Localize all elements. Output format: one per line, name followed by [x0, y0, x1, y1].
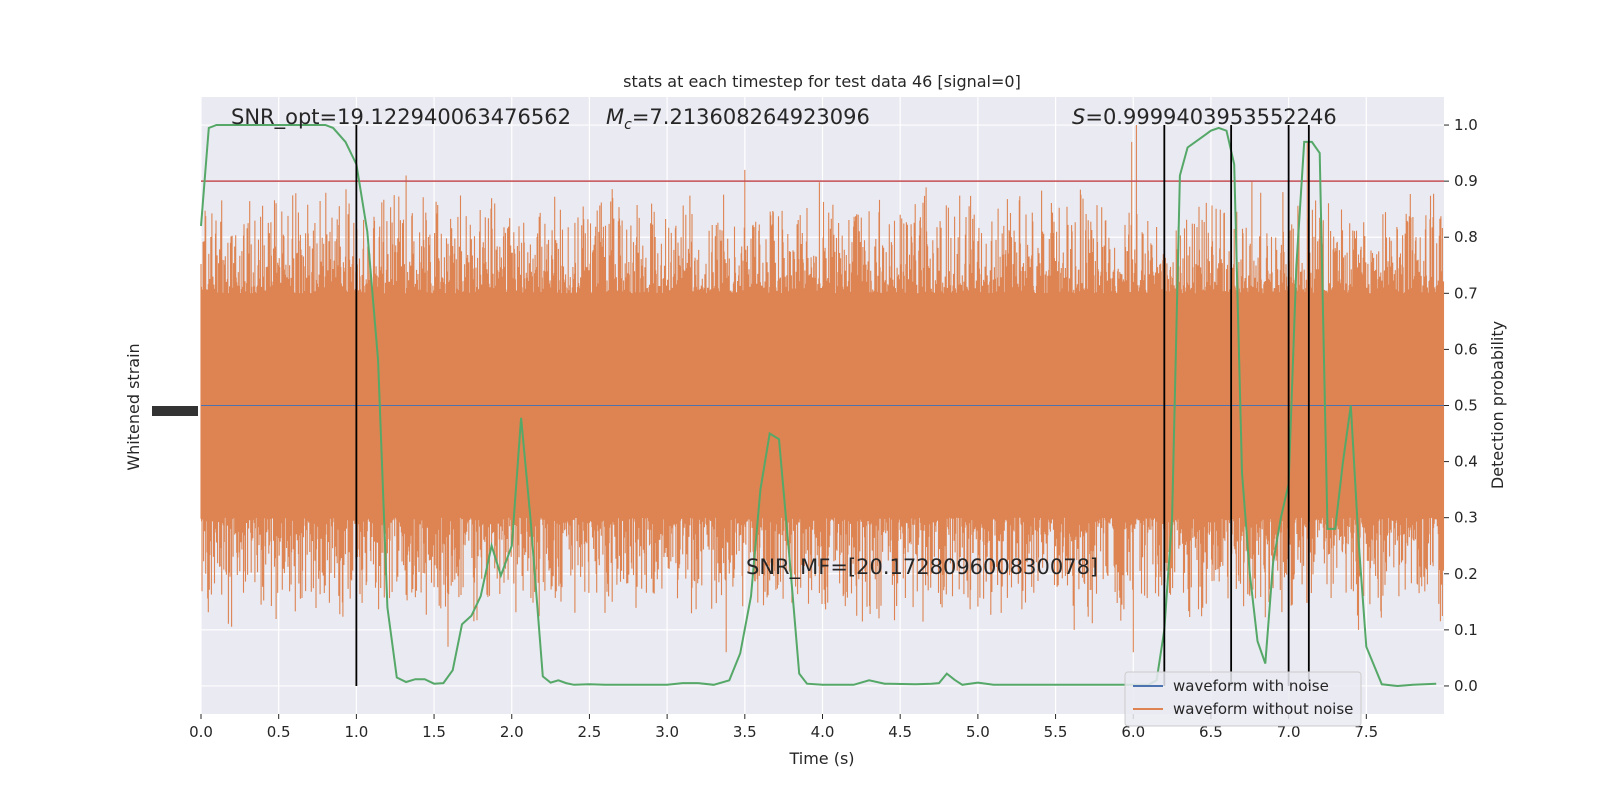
- y-axis-label-right: Detection probability: [1488, 321, 1507, 489]
- y-tick-label: 0.6: [1454, 340, 1478, 358]
- x-tick-label: 3.0: [655, 723, 679, 741]
- x-tick-label: 6.0: [1121, 723, 1145, 741]
- x-tick-label: 4.5: [888, 723, 912, 741]
- x-axis-label: Time (s): [788, 749, 854, 768]
- x-tick-label: 1.0: [344, 723, 368, 741]
- y-axis-label-left: Whitened strain: [124, 343, 143, 470]
- x-tick-label: 2.5: [578, 723, 602, 741]
- s-value: =0.9999403953552246: [1085, 105, 1336, 129]
- legend-label-without-noise: waveform without noise: [1173, 700, 1353, 718]
- probability-line: [200, 124, 1437, 688]
- chirp-mass-value: =7.213608264923096: [632, 105, 870, 129]
- snr-mf-annotation: SNR_MF=[20.172809600830078]: [746, 555, 1098, 580]
- chirp-mass-subscript: c: [624, 117, 632, 133]
- snr-opt-annotation: SNR_opt=19.122940063476562: [231, 105, 571, 130]
- x-tick-label: 2.0: [500, 723, 524, 741]
- x-tick-label: 0.0: [189, 723, 213, 741]
- y-tick-label: 0.0: [1454, 677, 1478, 695]
- x-tick-label: 3.5: [733, 723, 757, 741]
- legend: waveform with noise waveform without noi…: [1124, 671, 1362, 727]
- y-tick-label: 0.9: [1454, 172, 1478, 190]
- strain-series: [200, 125, 1445, 653]
- x-tick-label: 6.5: [1199, 723, 1223, 741]
- y-tick-label: 0.7: [1454, 284, 1478, 302]
- right-axis-ticks: 0.0 0.1 0.2 0.3 0.4 0.5 0.6 0.7 0.8 0.9 1.0: [1444, 116, 1478, 695]
- x-tick-label: 1.5: [422, 723, 446, 741]
- y-tick-label: 0.8: [1454, 228, 1478, 246]
- chirp-mass-annotation: Mc=7.213608264923096: [606, 105, 870, 133]
- left-tick-stub: [152, 406, 198, 416]
- x-tick-label: 5.5: [1044, 723, 1068, 741]
- probability-series: [200, 124, 1437, 688]
- x-tick-label: 0.5: [267, 723, 291, 741]
- x-tick-label: 5.0: [966, 723, 990, 741]
- left-axis-tick-stub: [152, 406, 198, 416]
- y-tick-label: 0.3: [1454, 509, 1478, 527]
- chirp-mass-symbol: M: [606, 105, 624, 129]
- y-tick-label: 0.2: [1454, 565, 1478, 583]
- legend-box: [1124, 671, 1362, 727]
- x-tick-label: 7.5: [1354, 723, 1378, 741]
- chart-title: stats at each timestep for test data 46 …: [623, 72, 1021, 91]
- x-axis-ticks: 0.0 0.5 1.0 1.5 2.0 2.5 3.0 3.5 4.0 4.5 5.0 5.5 6.0 6…: [189, 714, 1378, 741]
- legend-label-with-noise: waveform with noise: [1173, 677, 1329, 695]
- x-tick-label: 7.0: [1277, 723, 1301, 741]
- s-symbol: S: [1072, 105, 1085, 129]
- y-tick-label: 0.4: [1454, 453, 1478, 471]
- s-annotation: S=0.9999403953552246: [1072, 105, 1337, 129]
- y-tick-label: 1.0: [1454, 116, 1478, 134]
- vertical-markers: [355, 125, 1310, 686]
- y-tick-label: 0.1: [1454, 621, 1478, 639]
- y-tick-label: 0.5: [1454, 397, 1478, 415]
- x-tick-label: 4.0: [811, 723, 835, 741]
